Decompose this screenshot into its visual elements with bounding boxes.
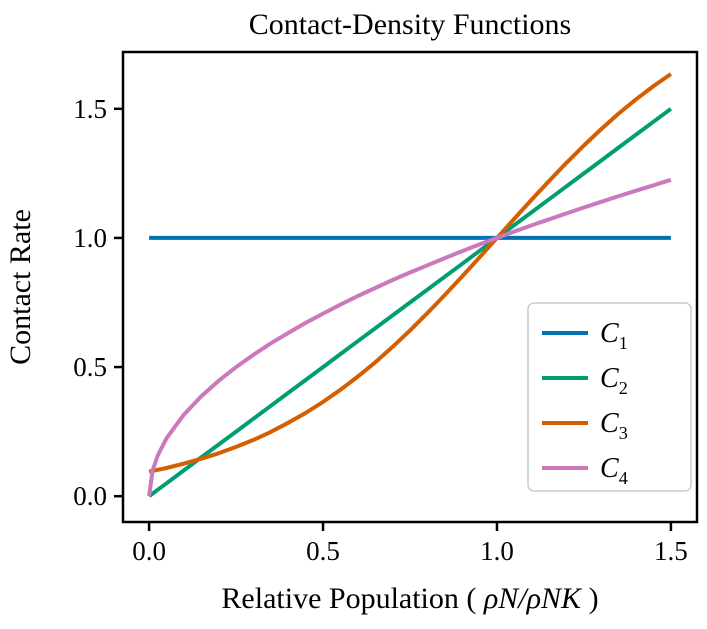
x-axis-label-text: Relative Population ( ρN/ρNK )	[221, 582, 598, 615]
y-tick-label: 1.5	[73, 94, 107, 124]
legend-label-C2: C2	[600, 363, 628, 398]
series-line-C3	[148, 72, 673, 474]
legend-label-C3: C3	[600, 408, 628, 443]
legend-label-C1: C1	[600, 318, 628, 353]
series-line-C4	[147, 177, 672, 497]
y-tick-label: 0.0	[73, 481, 107, 511]
x-tick-label: 1.0	[480, 536, 514, 566]
series-line-C2	[147, 107, 673, 498]
y-tick-label: 0.5	[73, 352, 107, 382]
plot-area: 0.0 0.5 1.0 1.5 0.0 0.5 1.0 1.5 C1 C2 C3 C4	[73, 50, 699, 566]
x-axis-label: Relative Population ( ρN/ρNK )	[221, 582, 598, 615]
legend-box	[527, 302, 692, 492]
y-tick-label: 1.0	[73, 223, 107, 253]
x-tick-label: 0.0	[132, 536, 166, 566]
plot-border	[121, 50, 699, 524]
y-axis-label: Contact Rate	[4, 209, 37, 365]
legend-label-C4: C4	[600, 453, 628, 488]
x-tick-label: 1.5	[654, 536, 688, 566]
x-tick-label: 0.5	[306, 536, 340, 566]
chart-title: Contact-Density Functions	[249, 8, 571, 41]
